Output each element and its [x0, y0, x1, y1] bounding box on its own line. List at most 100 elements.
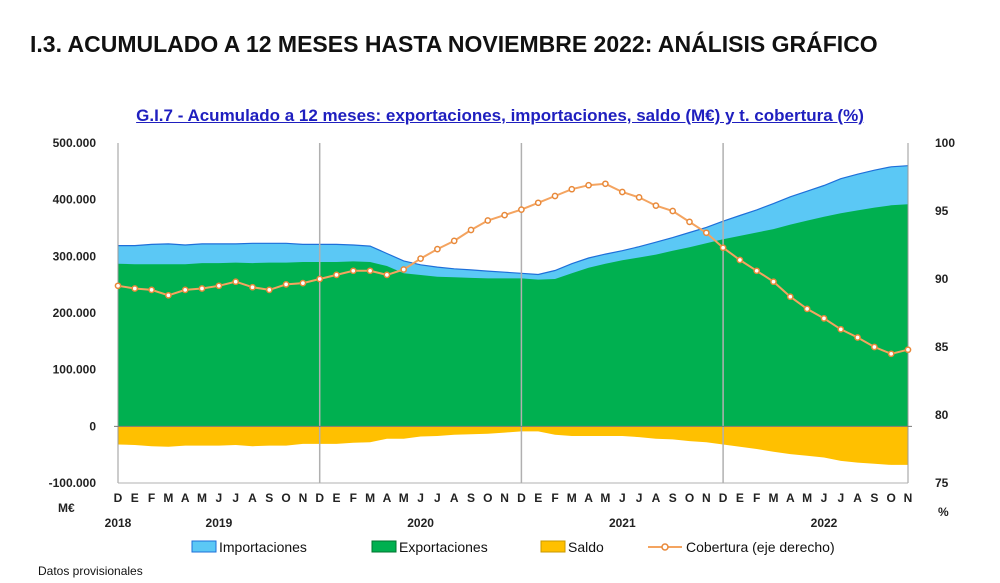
year-label: 2021	[609, 516, 636, 530]
month-tick-label: J	[434, 491, 441, 505]
month-tick-label: O	[887, 491, 896, 505]
cobertura-point	[770, 278, 777, 286]
importaciones-edge	[118, 165, 909, 276]
cobertura-point	[114, 282, 122, 290]
legend: Importaciones Exportaciones Saldo Cobertura…	[191, 539, 835, 555]
y-left-unit: M€	[58, 501, 75, 515]
coverage-line	[114, 180, 912, 358]
month-tick-label: S	[870, 491, 878, 505]
month-tick-label: J	[619, 491, 626, 505]
year-label: 2018	[105, 516, 132, 530]
y-right-tick-label: 80	[935, 408, 949, 422]
cobertura-point	[904, 346, 912, 354]
tick-labels: 500.000 400.000 300.000 200.000 100.000 0 -100…	[49, 136, 956, 530]
month-tick-label: A	[248, 491, 257, 505]
month-tick-label: M	[365, 491, 375, 505]
month-tick-label: J	[837, 491, 844, 505]
month-tick-label: A	[584, 491, 593, 505]
month-tick-label: M	[769, 491, 779, 505]
cobertura-point	[282, 281, 290, 288]
cobertura-point	[534, 199, 542, 207]
month-tick-label: E	[534, 491, 542, 505]
month-tick-label: J	[636, 491, 643, 505]
area-exportaciones	[118, 204, 908, 427]
section-title: I.3. ACUMULADO A 12 MESES HASTA NOVIEMBR…	[30, 31, 878, 57]
month-tick-label: A	[383, 491, 392, 505]
month-tick-label: F	[753, 491, 760, 505]
cobertura-point	[366, 267, 374, 275]
month-tick-label: M	[197, 491, 207, 505]
cobertura-point	[786, 293, 794, 301]
cobertura-point	[299, 279, 307, 287]
chart-axes	[114, 143, 912, 484]
month-tick-label: N	[299, 491, 308, 505]
cobertura-point	[568, 185, 576, 193]
month-tick-label: E	[736, 491, 744, 505]
cobertura-point	[820, 315, 828, 322]
cobertura-point	[871, 343, 878, 351]
cobertura-point	[131, 285, 139, 292]
month-tick-label: O	[483, 491, 492, 505]
month-tick-label: E	[131, 491, 139, 505]
cobertura-point	[383, 271, 391, 279]
cobertura-point	[803, 305, 811, 313]
cobertura-point	[484, 217, 492, 224]
cobertura-point	[349, 267, 357, 275]
y-left-tick-label: 0	[89, 419, 96, 433]
cobertura-point	[585, 181, 592, 189]
month-tick-label: J	[417, 491, 424, 505]
month-tick-label: J	[821, 491, 828, 505]
legend-label: Importaciones	[219, 539, 307, 555]
year-label: 2022	[811, 516, 838, 530]
cobertura-point	[669, 207, 677, 215]
legend-label: Cobertura (eje derecho)	[686, 539, 835, 555]
cobertura-point	[333, 271, 340, 279]
cobertura-point	[417, 255, 424, 262]
month-tick-label: D	[114, 491, 123, 505]
legend-swatch	[191, 540, 217, 553]
cobertura-point	[854, 334, 861, 341]
month-tick-label: M	[600, 491, 610, 505]
month-tick-label: O	[685, 491, 694, 505]
month-tick-label: F	[148, 491, 155, 505]
month-tick-label: F	[551, 491, 558, 505]
cobertura-point	[635, 194, 643, 201]
month-tick-label: A	[853, 491, 862, 505]
cobertura-point	[501, 211, 508, 219]
legend-label: Exportaciones	[399, 539, 488, 555]
y-right-tick-label: 90	[935, 272, 949, 286]
month-tick-label: M	[567, 491, 577, 505]
legend-swatch	[371, 540, 397, 553]
chart-title: G.I.7 - Acumulado a 12 meses: exportacio…	[136, 106, 864, 125]
y-left-tick-label: -100.000	[49, 476, 97, 490]
cobertura-point	[837, 325, 845, 333]
month-tick-label: M	[802, 491, 812, 505]
month-tick-label: S	[669, 491, 677, 505]
cobertura-point	[618, 188, 626, 196]
month-tick-label: S	[467, 491, 475, 505]
year-label: 2019	[206, 516, 233, 530]
month-tick-label: D	[719, 491, 728, 505]
cobertura-point	[551, 192, 559, 200]
cobertura-point	[887, 350, 895, 358]
cobertura-point	[181, 286, 189, 294]
cobertura-point	[400, 266, 408, 273]
y-right-tick-label: 100	[935, 136, 955, 150]
cobertura-point	[434, 245, 441, 253]
y-left-tick-label: 400.000	[53, 193, 97, 207]
month-tick-label: M	[163, 491, 173, 505]
cobertura-point	[198, 285, 206, 292]
y-right-tick-label: 75	[935, 476, 949, 490]
cobertura-point	[232, 278, 240, 286]
month-tick-label: A	[181, 491, 190, 505]
month-tick-label: N	[500, 491, 509, 505]
chart-areas	[118, 165, 909, 465]
cobertura-point	[249, 283, 256, 291]
y-right-unit: %	[938, 505, 949, 519]
cobertura-point	[652, 202, 660, 209]
month-tick-label: E	[332, 491, 340, 505]
month-tick-label: N	[702, 491, 711, 505]
legend-swatch-marker	[661, 543, 669, 551]
y-right-tick-label: 95	[935, 204, 949, 218]
